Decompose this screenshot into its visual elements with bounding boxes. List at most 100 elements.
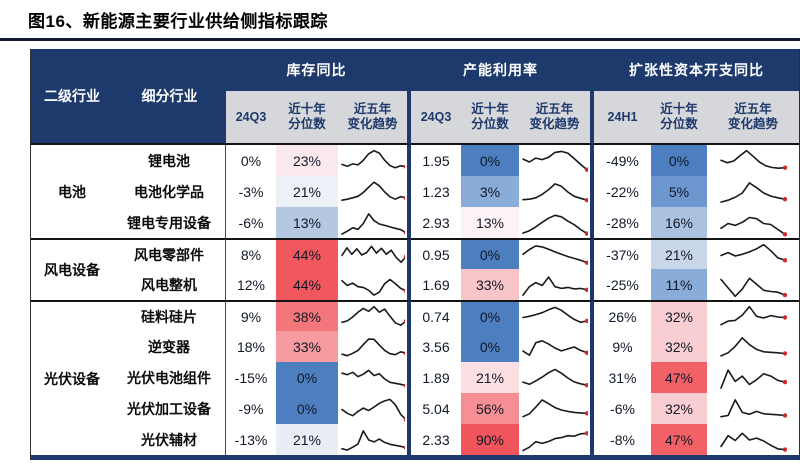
trend-endpoint-dot [584, 287, 588, 292]
percentile-cell: 32% [651, 331, 707, 362]
trend-endpoint-dot [403, 351, 405, 356]
trend-line [720, 149, 786, 170]
value-cell: 31% [594, 362, 651, 393]
trend-endpoint-dot [584, 167, 588, 172]
group-header-inventory-yoy: 库存同比 [226, 49, 411, 91]
percentile-cell: 23% [276, 145, 338, 176]
subheader-capacity-period: 24Q3 [411, 91, 461, 145]
percentile-cell: 21% [461, 362, 519, 393]
trend-cell [707, 424, 799, 455]
trend-sparkline [341, 398, 405, 422]
trend-cell [707, 145, 799, 176]
percentile-cell: 0% [461, 300, 519, 331]
percentile-cell: 56% [461, 393, 519, 424]
trend-cell [338, 238, 411, 269]
group-header-expansion-capex-yoy: 扩张性资本开支同比 [594, 49, 799, 91]
trend-line [341, 213, 405, 235]
trend-endpoint-dot [782, 315, 787, 320]
subindustry-cell: 逆变器 [113, 331, 226, 362]
trend-cell [519, 362, 594, 393]
trend-endpoint-dot [403, 288, 405, 293]
trend-line [341, 278, 405, 296]
trend-endpoint-dot [403, 417, 405, 422]
subheader-capacity-percentile: 近十年 分位数 [461, 91, 519, 145]
trend-line [720, 243, 786, 262]
subindustry-cell: 电池化学品 [113, 176, 226, 207]
trend-line [522, 399, 588, 418]
trend-sparkline [720, 432, 787, 452]
trend-sparkline [522, 306, 588, 324]
percentile-cell: 44% [276, 238, 338, 269]
value-cell: 12% [226, 269, 276, 300]
subheader-inventory-period: 24Q3 [226, 91, 276, 145]
percentile-cell: 0% [461, 238, 519, 269]
percentile-cell: 0% [276, 362, 338, 393]
trend-endpoint-dot [584, 383, 588, 388]
percentile-cell: 0% [461, 145, 519, 176]
trend-cell [707, 176, 799, 207]
trend-line [522, 368, 588, 387]
trend-cell [519, 393, 594, 424]
value-cell: 0% [226, 145, 276, 176]
trend-line [341, 245, 405, 264]
trend-sparkline [341, 430, 405, 451]
trend-endpoint-dot [584, 318, 588, 324]
trend-sparkline [341, 213, 405, 235]
subindustry-cell: 锂电池 [113, 145, 226, 176]
percentile-cell: 32% [651, 300, 707, 331]
trend-endpoint-dot [403, 383, 405, 388]
subindustry-cell: 光伏电池组件 [113, 362, 226, 393]
subheader-capex-percentile: 近十年 分位数 [651, 91, 707, 145]
trend-sparkline [720, 337, 787, 357]
trend-sparkline [522, 368, 588, 388]
trend-line [720, 399, 786, 418]
percentile-cell: 0% [276, 393, 338, 424]
trend-endpoint-dot [584, 260, 588, 265]
title-divider [0, 38, 800, 41]
trend-endpoint-dot [782, 197, 787, 202]
trend-sparkline [522, 245, 588, 265]
trend-sparkline [720, 243, 787, 263]
trend-cell [338, 207, 411, 238]
value-cell: -9% [226, 393, 276, 424]
col-header-secondary-industry: 二级行业 [31, 49, 113, 145]
value-cell: -15% [226, 362, 276, 393]
trend-cell [338, 269, 411, 300]
trend-line [720, 337, 786, 357]
value-cell: 2.33 [411, 424, 461, 455]
value-cell: 18% [226, 331, 276, 362]
value-cell: 0.74 [411, 300, 461, 331]
subheader-capex-period: 24H1 [594, 91, 651, 145]
trend-line [341, 369, 405, 387]
trend-cell [707, 269, 799, 300]
trend-line [522, 432, 588, 452]
subheader-capacity-trend: 近五年 变化趋势 [519, 91, 594, 145]
value-cell: -8% [594, 424, 651, 455]
indicator-table: 二级行业 细分行业 库存同比 产能利用率 扩张性资本开支同比 24Q3 近十年 … [30, 49, 800, 460]
trend-line [522, 150, 588, 171]
value-cell: 1.69 [411, 269, 461, 300]
trend-sparkline [720, 399, 787, 418]
trend-sparkline [341, 369, 405, 388]
figure-title: 图16、新能源主要行业供给侧指标跟踪 [28, 12, 328, 31]
trend-endpoint-dot [782, 413, 787, 418]
trend-line [522, 306, 588, 324]
percentile-cell: 5% [651, 176, 707, 207]
trend-cell [519, 176, 594, 207]
trend-sparkline [522, 399, 588, 418]
trend-line [522, 214, 588, 235]
trend-cell [338, 331, 411, 362]
trend-sparkline [522, 276, 588, 296]
subindustry-cell: 光伏辅材 [113, 424, 226, 455]
value-cell: 0.95 [411, 238, 461, 269]
trend-cell [519, 269, 594, 300]
value-cell: -6% [594, 393, 651, 424]
trend-line [720, 216, 786, 236]
value-cell: -22% [594, 176, 651, 207]
value-cell: -6% [226, 207, 276, 238]
trend-sparkline [341, 278, 405, 296]
value-cell: -28% [594, 207, 651, 238]
trend-sparkline [522, 214, 588, 236]
subindustry-cell: 光伏加工设备 [113, 393, 226, 424]
percentile-cell: 0% [651, 145, 707, 176]
